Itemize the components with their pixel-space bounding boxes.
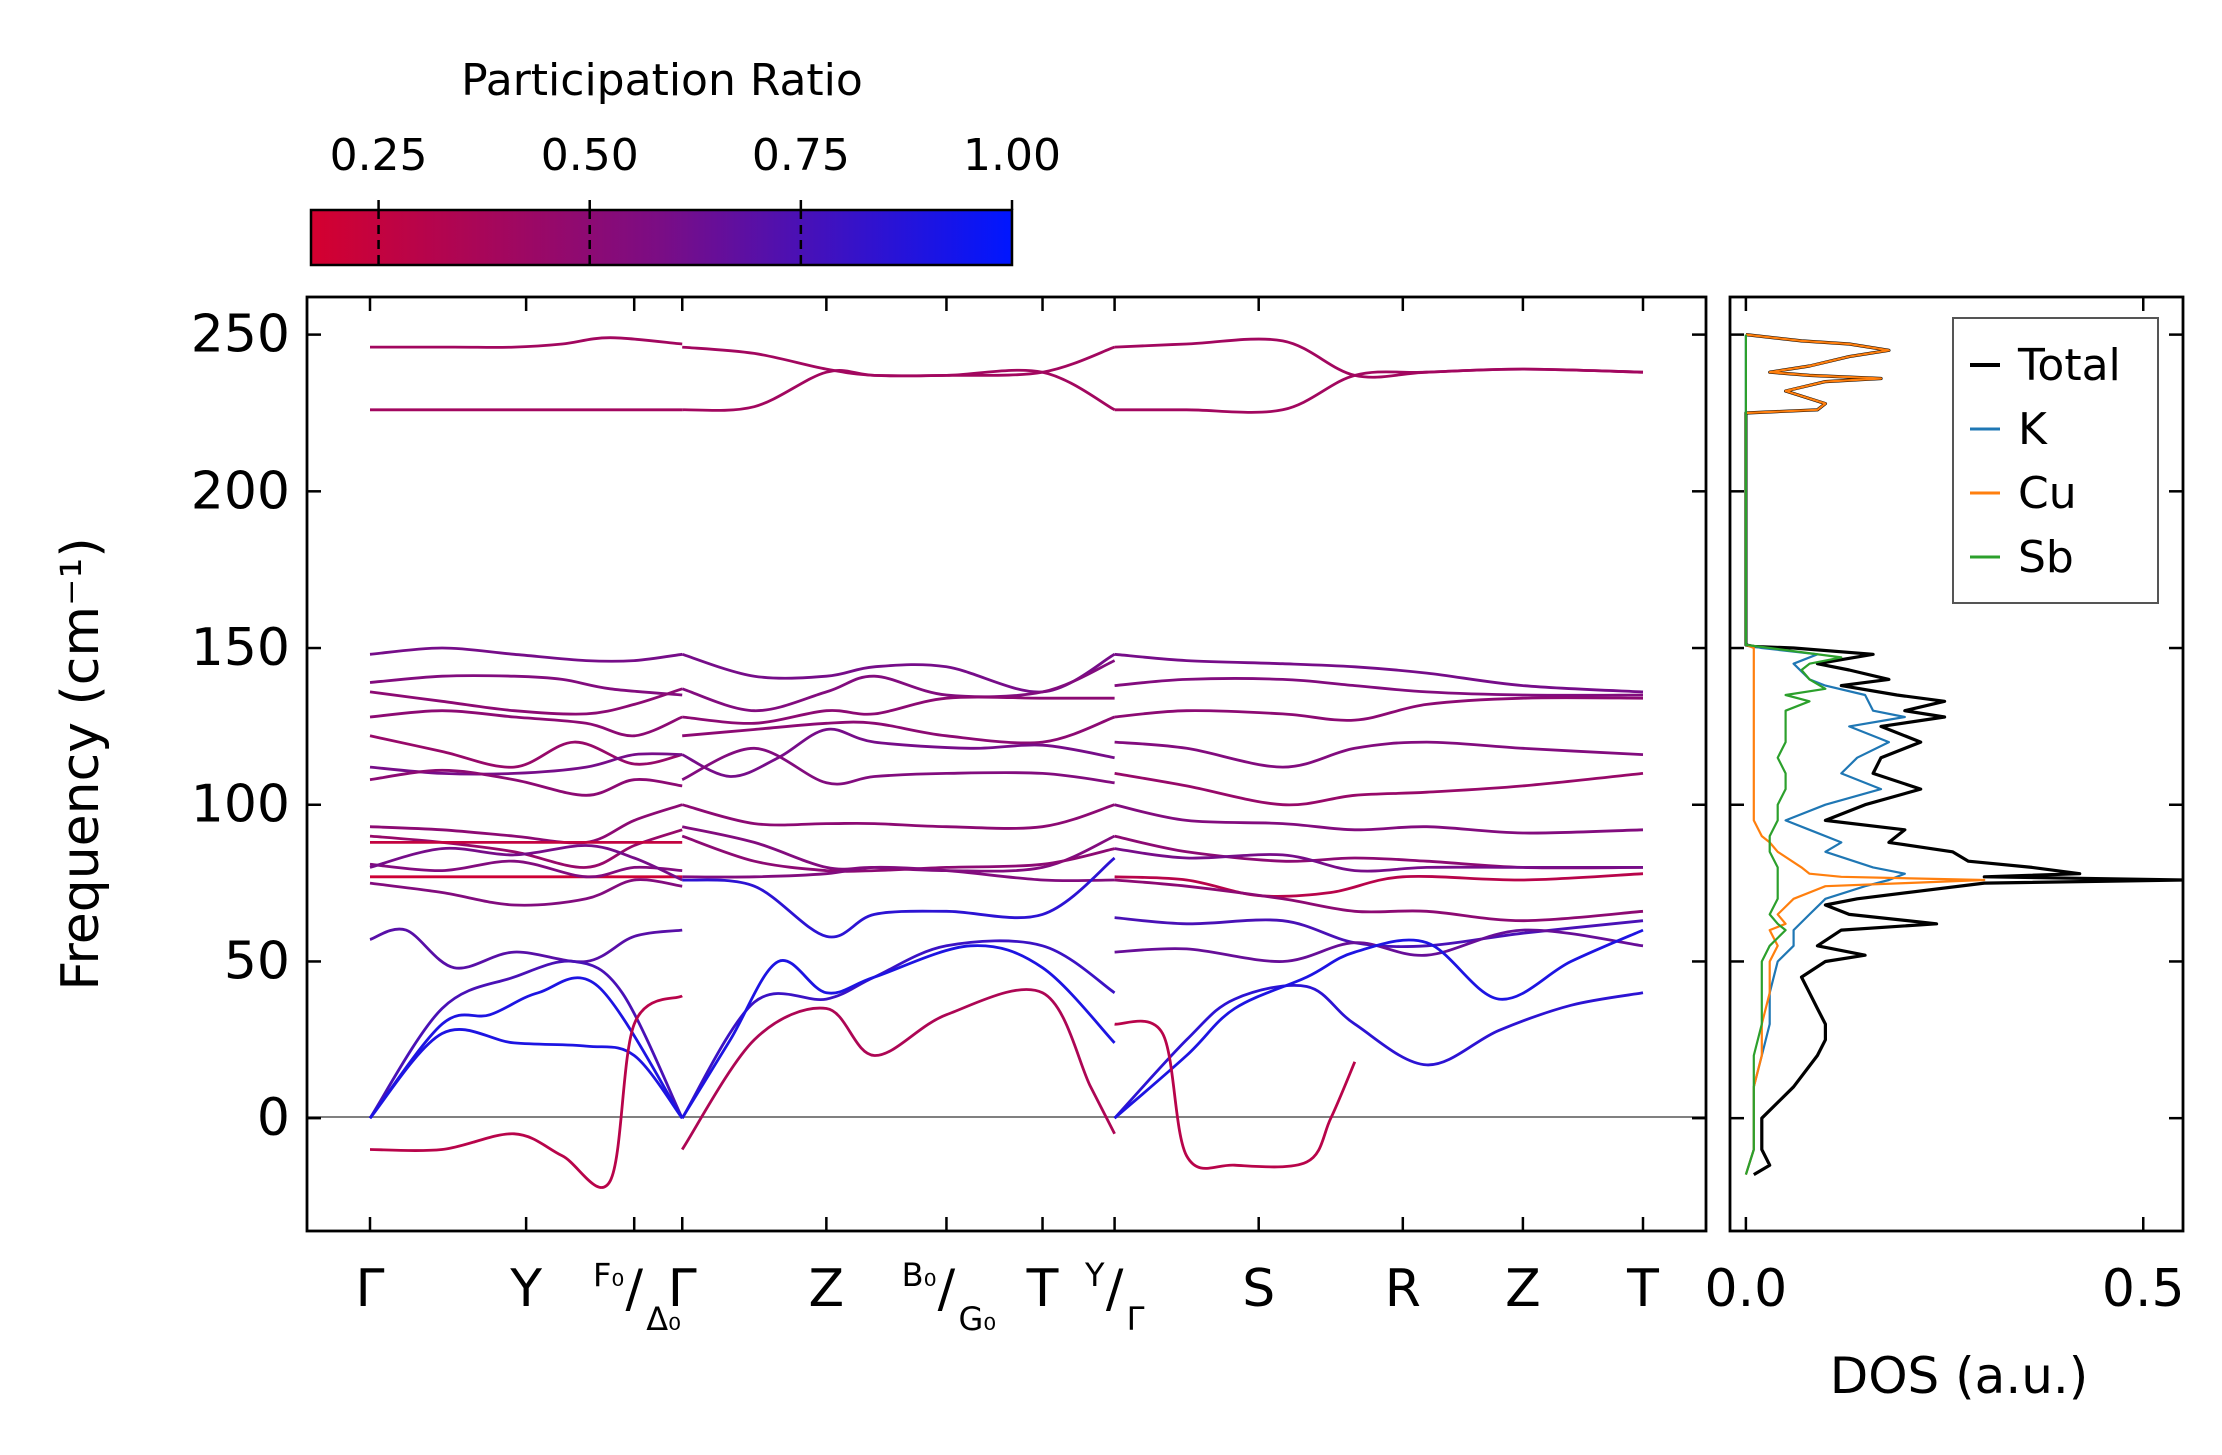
phonon-band xyxy=(369,674,683,697)
band-x-tick-label: Γ xyxy=(356,1259,385,1319)
band-x-tick-label: S xyxy=(1242,1259,1275,1319)
phonon-band xyxy=(1114,696,1644,722)
phonon-band xyxy=(682,715,1116,745)
phonon-band xyxy=(369,927,683,970)
phonon-band xyxy=(1114,652,1644,694)
phonon-band xyxy=(681,746,1115,786)
phonon-band xyxy=(1114,878,1644,923)
legend-label: Total xyxy=(2017,340,2121,391)
dos-legend: Total K Cu Sb xyxy=(1952,317,2159,604)
phonon-band xyxy=(1113,984,1644,1120)
phonon-band xyxy=(1114,677,1644,697)
band-y-tick-label: 250 xyxy=(191,305,290,365)
phonon-band xyxy=(369,994,683,1189)
phonon-band xyxy=(369,336,683,349)
band-y-tick-label: 0 xyxy=(257,1088,290,1148)
phonon-band xyxy=(681,803,1116,830)
phonon-band xyxy=(369,768,683,797)
band-y-tick-label: 150 xyxy=(191,618,290,678)
legend-label: Cu xyxy=(2018,468,2077,519)
phonon-band xyxy=(1114,740,1644,769)
dos-x-tick-label: 0.0 xyxy=(1705,1259,1788,1319)
phonon-band xyxy=(1114,834,1644,870)
phonon-band xyxy=(682,695,1115,725)
phonon-band xyxy=(681,659,1116,713)
band-axes-frame xyxy=(305,295,1708,1233)
dos-lines xyxy=(1744,333,2183,1176)
band-x-tick-label: R xyxy=(1385,1259,1421,1319)
dos-series-sb xyxy=(1744,334,1843,1175)
phonon-band xyxy=(1113,928,1644,1120)
phonon-band xyxy=(369,734,683,769)
phonon-band xyxy=(682,345,1116,378)
band-x-tick-label: Γ xyxy=(668,1259,697,1319)
colorbar-title: Participation Ratio xyxy=(461,55,863,106)
dos-x-tick-label: 0.5 xyxy=(2102,1259,2185,1319)
colorbar: Participation Ratio 0.25 0.50 0.75 1.00 xyxy=(309,55,1061,267)
dos-panel: 0.0 0.5 DOS (a.u.) Total K Cu Sb xyxy=(1705,295,2185,1405)
phonon-band xyxy=(369,859,683,879)
phonon-band xyxy=(681,652,1116,694)
phonon-band xyxy=(369,687,683,716)
phonon-band xyxy=(1114,847,1643,873)
label-superscript: F₀ xyxy=(593,1256,624,1294)
band-y-axis-label: Frequency (cm⁻¹) xyxy=(51,537,111,990)
phonon-band xyxy=(1114,872,1644,898)
phonon-band xyxy=(1114,367,1644,414)
colorbar-tick-label: 1.00 xyxy=(963,130,1061,181)
band-x-tick-label: Z xyxy=(809,1259,845,1319)
phonon-band xyxy=(681,944,1116,1119)
phonon-band xyxy=(368,1028,684,1120)
label-subscript: G₀ xyxy=(958,1300,996,1338)
phonon-band xyxy=(682,368,1116,412)
phonon-band xyxy=(1114,928,1644,963)
phonon-band xyxy=(369,878,683,907)
phonon-band xyxy=(369,803,683,845)
label-slash: / xyxy=(938,1259,956,1319)
colorbar-tick-label: 0.50 xyxy=(541,130,639,181)
band-y-tick-label: 200 xyxy=(191,461,290,521)
band-x-tick-label: B₀ / G₀ xyxy=(902,1256,996,1338)
phonon-band xyxy=(681,834,1115,873)
band-x-tick-label: T xyxy=(1626,1259,1659,1319)
band-x-tick-label: T xyxy=(1026,1259,1059,1319)
band-y-tick-label: 50 xyxy=(224,931,290,991)
label-subscript: Γ xyxy=(1127,1300,1145,1338)
phonon-band xyxy=(1114,772,1644,807)
dos-x-axis-label: DOS (a.u.) xyxy=(1830,1347,2089,1405)
label-slash: / xyxy=(625,1259,643,1319)
colorbar-gradient xyxy=(309,208,1014,267)
label-superscript: Y xyxy=(1084,1256,1105,1294)
band-x-tick-label: Z xyxy=(1505,1259,1541,1319)
phonon-band xyxy=(368,976,684,1120)
legend-label: K xyxy=(2018,404,2048,455)
dos-axes-frame xyxy=(1728,295,2185,1233)
phonon-band xyxy=(369,646,683,663)
band-y-tick-label: 100 xyxy=(191,775,290,835)
label-slash: / xyxy=(1106,1259,1124,1319)
phonon-band xyxy=(682,856,1116,939)
phonon-band xyxy=(369,752,683,776)
dos-series-k xyxy=(1744,334,1906,1175)
band-x-tick-label: F₀ / Δ₀ xyxy=(593,1256,681,1338)
phonon-band xyxy=(681,727,1115,778)
phonon-band xyxy=(369,844,683,882)
legend-label: Sb xyxy=(2018,532,2074,583)
label-superscript: B₀ xyxy=(902,1256,937,1294)
colorbar-tick-label: 0.25 xyxy=(330,130,428,181)
label-subscript: Δ₀ xyxy=(646,1300,681,1338)
band-x-tick-label: Y / Γ xyxy=(1084,1256,1145,1338)
phonon-band xyxy=(1114,1019,1357,1170)
colorbar-tick-label: 0.75 xyxy=(752,130,850,181)
phonon-band xyxy=(682,865,1115,883)
phonon-band xyxy=(369,709,683,738)
band-lines xyxy=(368,336,1644,1189)
phonon-band xyxy=(681,988,1116,1151)
phonon-band xyxy=(1114,803,1644,835)
band-x-tick-label: Y xyxy=(509,1259,542,1319)
dos-series-cu xyxy=(1744,333,1986,1175)
